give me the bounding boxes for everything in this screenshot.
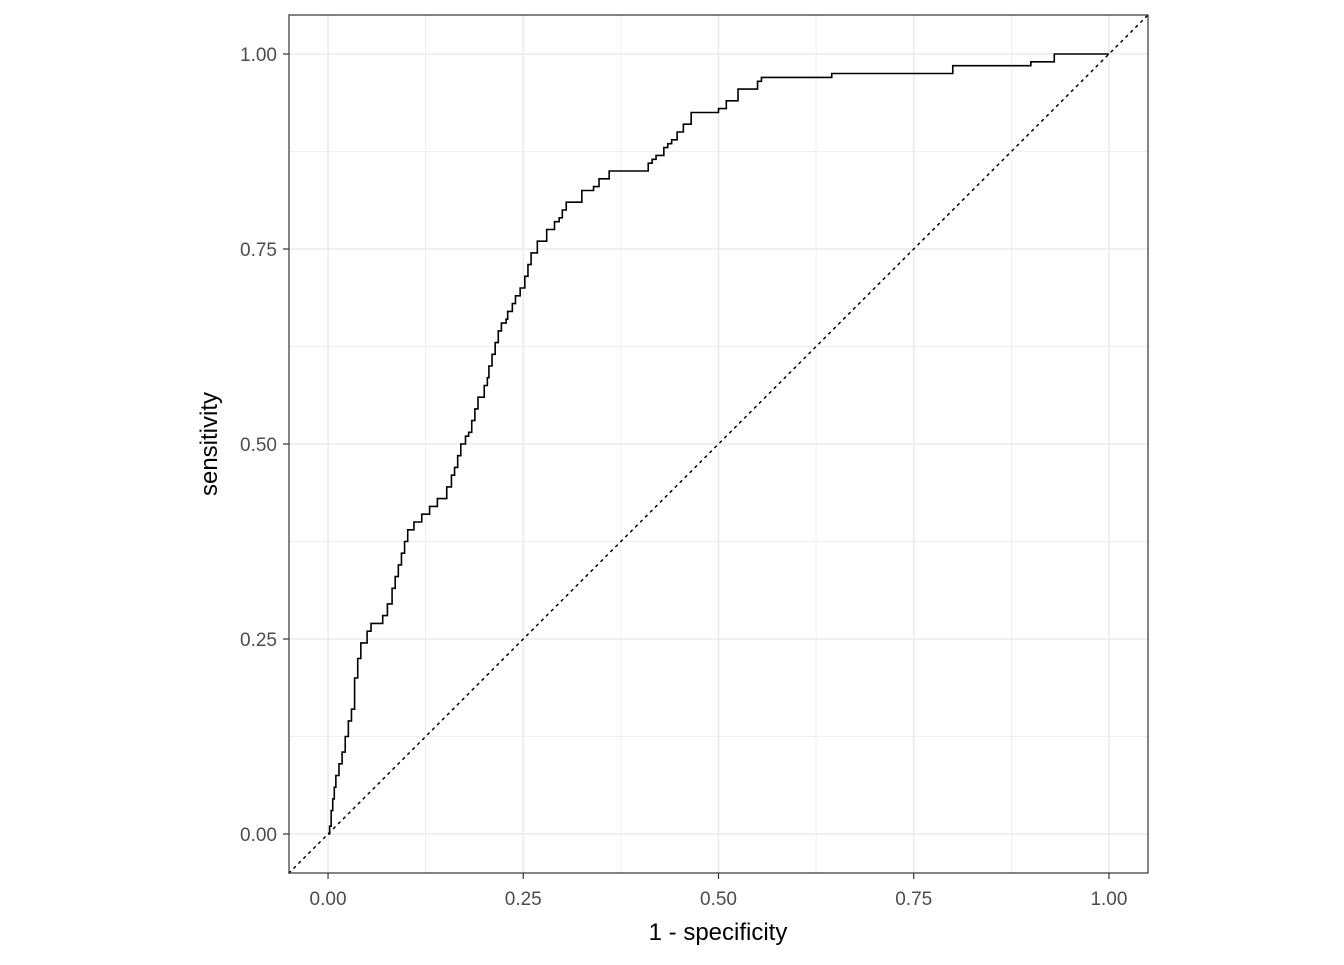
gridlines [289, 15, 1148, 873]
reference-diagonal-line [288, 14, 1149, 874]
y-axis-title: sensitivity [196, 392, 223, 496]
y-axis: 0.00 0.25 0.50 0.75 1.00 [240, 45, 289, 846]
y-tick-label: 0.75 [240, 240, 277, 261]
x-axis-title: 1 - specificity [649, 919, 788, 946]
y-tick-label: 0.00 [240, 825, 277, 846]
roc-curve-line [328, 53, 1109, 835]
x-tick-label: 0.50 [700, 889, 737, 910]
y-tick-label: 0.50 [240, 435, 277, 456]
x-tick-label: 0.00 [310, 889, 347, 910]
y-tick-label: 1.00 [240, 45, 277, 66]
x-tick-label: 0.75 [895, 889, 932, 910]
x-axis: 0.00 0.25 0.50 0.75 1.00 [310, 873, 1127, 910]
x-tick-label: 1.00 [1090, 889, 1127, 910]
x-tick-label: 0.25 [505, 889, 542, 910]
plot-area [288, 14, 1149, 874]
y-tick-label: 0.25 [240, 630, 277, 651]
